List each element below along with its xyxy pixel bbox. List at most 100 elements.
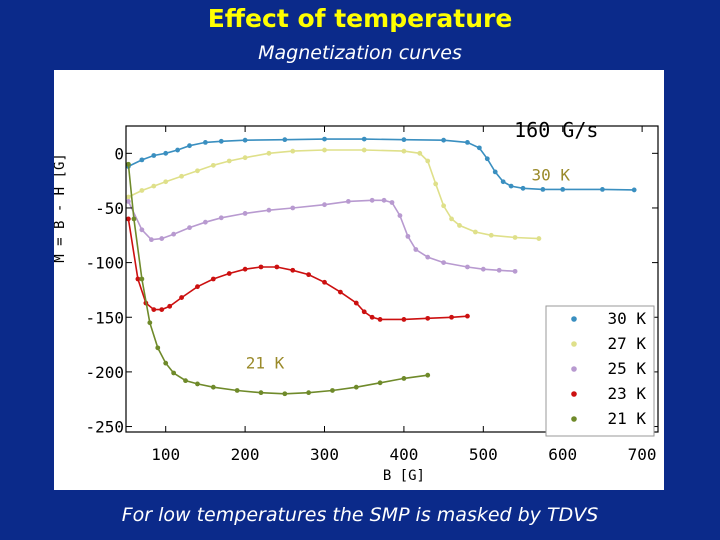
y-tick-label: -150 bbox=[85, 308, 124, 327]
data-point bbox=[135, 276, 141, 282]
data-point bbox=[401, 148, 407, 154]
data-point bbox=[171, 231, 177, 237]
data-point bbox=[322, 202, 327, 208]
slide-title: Effect of temperature bbox=[207, 4, 513, 33]
data-point bbox=[218, 215, 224, 221]
footer-caption: For low temperatures the SMP is masked b… bbox=[121, 504, 599, 526]
data-point bbox=[226, 158, 232, 164]
data-point bbox=[353, 300, 359, 306]
series-line bbox=[128, 149, 539, 240]
data-point bbox=[337, 289, 343, 295]
data-point bbox=[163, 150, 169, 156]
data-point bbox=[266, 207, 272, 213]
legend: 30 K 27 K 25 K 23 K 21 K bbox=[545, 305, 655, 437]
data-point bbox=[242, 137, 248, 143]
data-point bbox=[480, 266, 486, 272]
data-point bbox=[187, 225, 192, 231]
legend-box bbox=[545, 305, 655, 437]
data-point bbox=[413, 247, 419, 252]
data-point bbox=[405, 233, 411, 239]
y-tick-label: -50 bbox=[95, 199, 124, 218]
data-point bbox=[500, 179, 506, 185]
data-point bbox=[322, 279, 327, 285]
data-point bbox=[425, 254, 431, 260]
data-point bbox=[508, 183, 514, 189]
y-tick-label: -100 bbox=[85, 254, 124, 273]
data-point bbox=[226, 271, 232, 276]
plot-panel: 100 200 300 400 500 600 700 0 -50 -100 -150 -200 -25… bbox=[52, 70, 664, 490]
data-point bbox=[381, 197, 387, 203]
data-point bbox=[536, 236, 542, 241]
y-tick-label: -250 bbox=[85, 418, 124, 437]
legend-marker bbox=[571, 341, 577, 347]
data-point bbox=[195, 381, 200, 387]
data-point bbox=[417, 150, 423, 156]
legend-label: 27 K bbox=[607, 334, 646, 353]
data-point bbox=[125, 161, 131, 167]
data-point bbox=[425, 372, 431, 378]
data-point bbox=[147, 320, 153, 326]
series-layer bbox=[125, 136, 637, 397]
data-point bbox=[290, 267, 296, 273]
data-point bbox=[472, 229, 478, 235]
chart-annotation: 30 K bbox=[532, 166, 571, 185]
data-point bbox=[449, 216, 454, 222]
data-point bbox=[274, 264, 280, 270]
y-tick-label: 0 bbox=[114, 144, 124, 163]
data-point bbox=[125, 199, 131, 204]
data-point bbox=[195, 168, 200, 174]
data-point bbox=[433, 181, 439, 187]
data-point bbox=[361, 136, 367, 142]
data-point bbox=[203, 139, 208, 145]
data-point bbox=[353, 384, 359, 390]
data-point bbox=[159, 307, 165, 312]
data-point bbox=[465, 313, 470, 319]
data-point bbox=[234, 388, 240, 393]
data-point bbox=[600, 186, 605, 192]
data-point bbox=[306, 272, 312, 278]
data-point bbox=[377, 380, 383, 386]
data-point bbox=[457, 223, 462, 228]
legend-label: 25 K bbox=[607, 359, 646, 378]
data-point bbox=[401, 317, 407, 322]
legend-marker bbox=[571, 366, 577, 372]
data-point bbox=[306, 390, 312, 396]
data-point bbox=[377, 317, 383, 322]
series-line bbox=[127, 218, 468, 321]
data-point bbox=[512, 268, 518, 274]
data-point bbox=[484, 156, 490, 162]
legend-label: 30 K bbox=[607, 309, 646, 328]
slide-subtitle: Magnetization curves bbox=[258, 42, 462, 64]
data-point bbox=[290, 205, 296, 211]
data-point bbox=[369, 197, 375, 203]
legend-marker bbox=[571, 391, 577, 397]
data-point bbox=[282, 391, 288, 397]
data-point bbox=[401, 376, 407, 381]
x-tick-label: 500 bbox=[469, 445, 498, 464]
data-point bbox=[322, 147, 327, 153]
data-point bbox=[218, 138, 224, 144]
legend-marker bbox=[571, 316, 577, 322]
data-point bbox=[560, 186, 566, 192]
magnetization-chart: 100 200 300 400 500 600 700 0 -50 -100 -150 -200 -25… bbox=[52, 118, 659, 484]
data-point bbox=[322, 136, 327, 142]
data-point bbox=[540, 186, 546, 192]
data-point bbox=[345, 199, 351, 204]
data-point bbox=[492, 169, 498, 175]
data-point bbox=[465, 139, 470, 145]
data-point bbox=[179, 295, 184, 300]
data-point bbox=[496, 267, 502, 273]
data-point bbox=[520, 185, 526, 191]
legend-marker bbox=[571, 416, 577, 422]
legend-label: 23 K bbox=[607, 384, 646, 403]
data-point bbox=[389, 200, 395, 205]
data-point bbox=[139, 188, 145, 193]
data-point bbox=[163, 360, 169, 366]
data-point bbox=[258, 264, 264, 270]
chart-annotation: 160 G/s bbox=[514, 118, 598, 142]
ticks-layer: 100 200 300 400 500 600 700 0 -50 -100 -150 -200 -25… bbox=[85, 126, 658, 464]
data-point bbox=[290, 148, 296, 154]
data-point bbox=[163, 179, 169, 185]
data-point bbox=[266, 150, 272, 156]
x-tick-label: 200 bbox=[231, 445, 260, 464]
